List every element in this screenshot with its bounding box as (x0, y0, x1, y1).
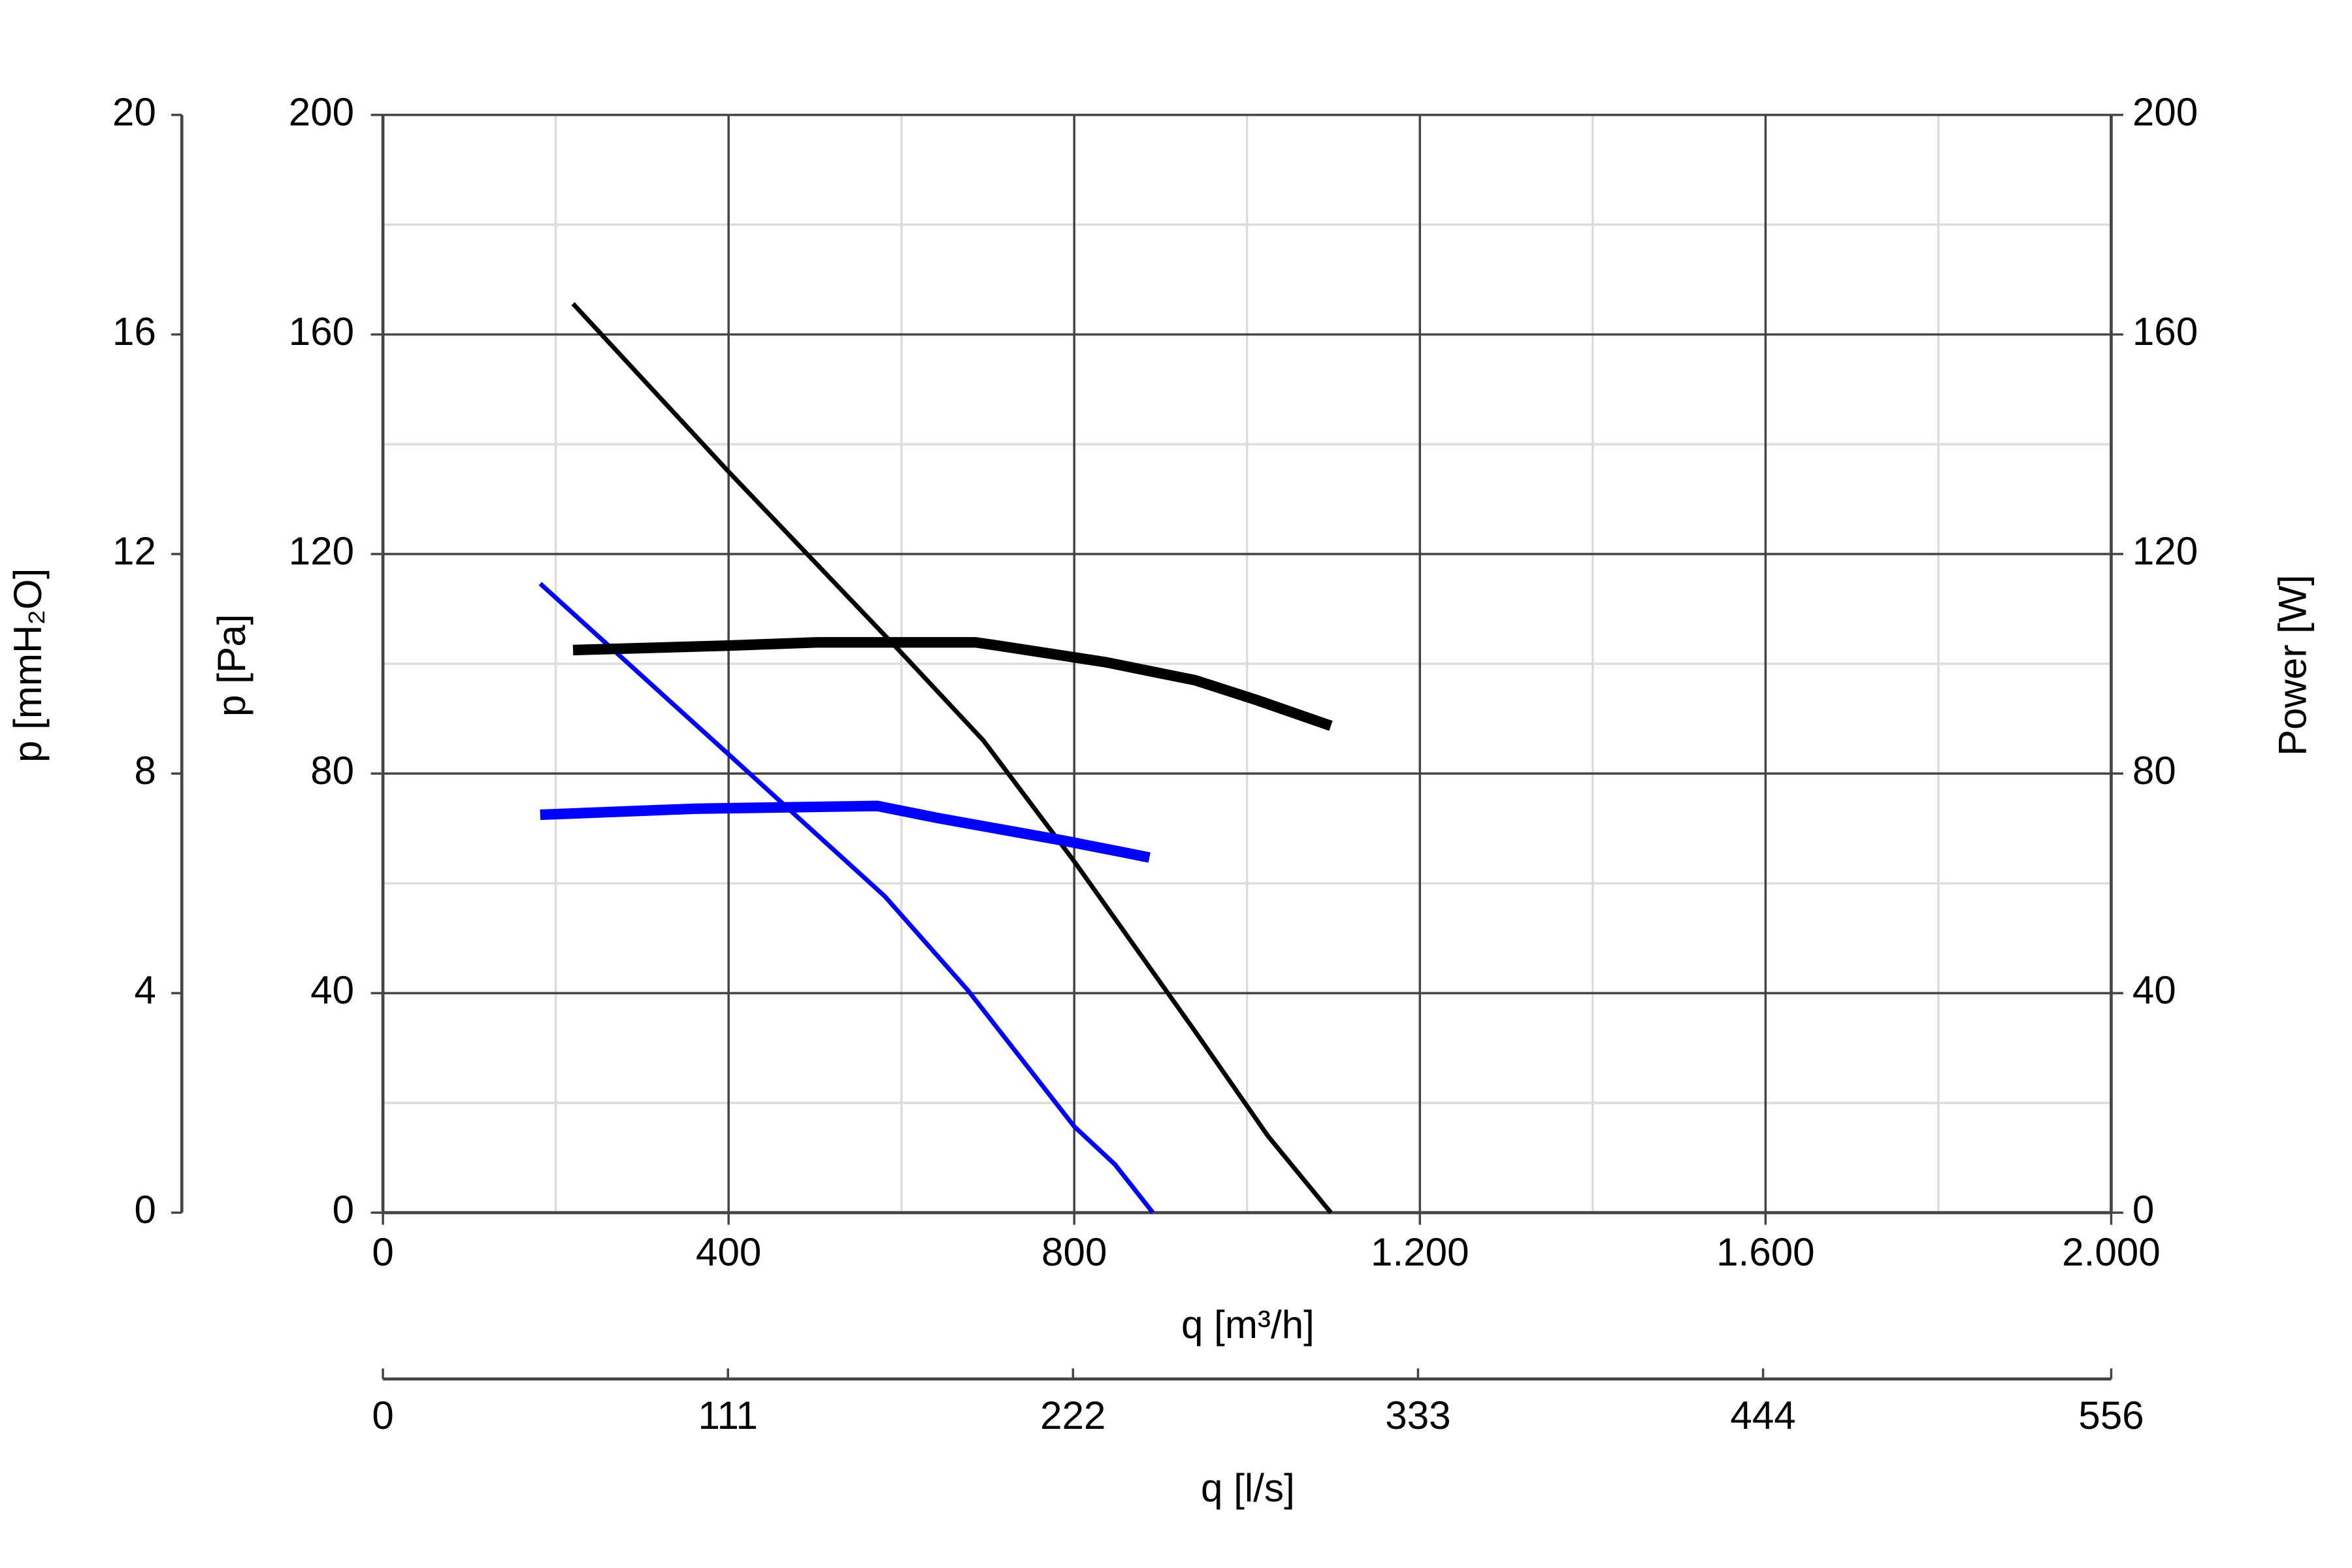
y3-tick-label: 16 (112, 310, 156, 353)
y3-tick-label: 12 (112, 529, 156, 573)
x2-tick-label: 556 (2078, 1394, 2144, 1437)
y-tick-label: 200 (289, 90, 354, 134)
y2-tick-label: 0 (2132, 1188, 2154, 1232)
x2-tick-label: 111 (698, 1394, 758, 1437)
y-tick-label: 40 (310, 968, 354, 1012)
y-tick-label: 160 (289, 310, 354, 353)
y3-axis-label: p [mmH₂O] (6, 568, 50, 762)
x-tick-label: 400 (696, 1230, 761, 1274)
x2-tick-label: 333 (1385, 1394, 1450, 1437)
pressure-line (571, 302, 1333, 1215)
x-tick-label: 800 (1041, 1230, 1107, 1274)
y2-tick-label: 160 (2132, 310, 2198, 353)
y2-tick-label: 80 (2132, 749, 2176, 792)
power-line (572, 637, 1333, 731)
x-axis-label: q [m³/h] (1181, 1303, 1315, 1347)
y3-tick-label: 0 (134, 1188, 155, 1232)
pressure-line (538, 581, 1155, 1215)
x2-axis-label: q [l/s] (1201, 1466, 1295, 1510)
x2-tick-label: 222 (1040, 1394, 1105, 1437)
y-tick-label: 80 (310, 749, 354, 792)
y2-tick-label: 200 (2132, 90, 2198, 134)
x-tick-label: 2.000 (2062, 1230, 2161, 1274)
x-tick-label: 1.600 (1716, 1230, 1815, 1274)
x-tick-label: 1.200 (1371, 1230, 1469, 1274)
y2-tick-label: 120 (2132, 529, 2198, 573)
y-axis-label: p [Pa] (210, 614, 253, 717)
y3-tick-label: 4 (134, 968, 155, 1012)
y-tick-label: 120 (289, 529, 354, 573)
x2-tick-label: 444 (1730, 1394, 1795, 1437)
y2-axis-label: Power [W] (2271, 575, 2315, 756)
y3-tick-label: 8 (134, 749, 155, 792)
y3-tick-label: 20 (112, 90, 156, 134)
y2-tick-label: 40 (2132, 968, 2176, 1012)
power-line (540, 800, 1151, 863)
y-tick-label: 0 (333, 1188, 354, 1232)
x-tick-label: 0 (372, 1230, 393, 1274)
x2-tick-label: 0 (372, 1394, 393, 1437)
